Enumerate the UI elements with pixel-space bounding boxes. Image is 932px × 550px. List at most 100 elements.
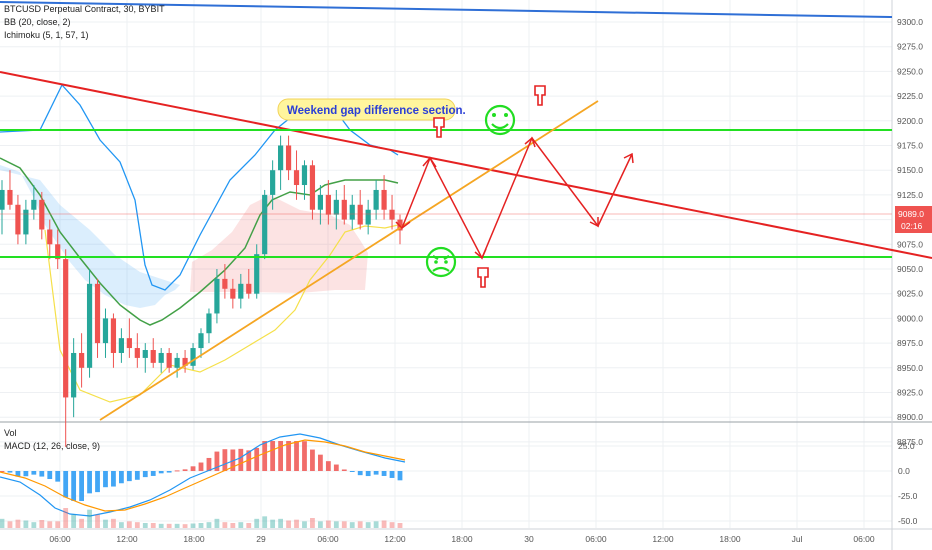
volume-bar [55,521,61,528]
volume-bar [381,520,387,528]
ichimoku-conversion-line [44,224,399,403]
volume-bar [238,522,244,528]
volume-indicator-label[interactable]: Vol [4,428,17,438]
macd-histogram-bar [87,471,92,494]
time-axis[interactable]: 06:00 12:00 18:00 29 06:00 12:00 18:00 30 06:00 1… [49,534,875,544]
arrowhead [524,136,536,148]
candle-body [39,199,45,230]
macd-histogram-bar [198,462,204,471]
annotation-text: Weekend gap difference section. [287,105,466,117]
candle-body [349,204,355,220]
candle-body [246,283,252,294]
price-tick-label: 8900.0 [897,412,923,422]
candle-body [63,259,69,398]
volume-bar [166,523,172,528]
annotation-callout[interactable]: Weekend gap difference section. [277,98,466,121]
time-tick-label: 30 [524,534,534,544]
macd-lines [0,433,406,517]
macd-histogram-bar [325,461,331,471]
volume-bar [302,521,307,528]
volume-bar [222,522,228,528]
volume-bar [87,509,92,528]
macd-histogram-bar [310,449,315,471]
volume-bar [278,518,283,528]
candle-body [238,283,244,299]
candle-body [389,209,395,220]
volume-bar [206,522,212,528]
bar-countdown: 02:16 [901,221,923,231]
macd-histogram-bar [286,441,291,471]
bb-basis-line [0,157,399,326]
current-price-badge: 9089.0 02:16 [895,206,932,233]
macd-line [0,433,406,517]
arrowhead [395,221,411,229]
macd-histogram-bar [182,469,188,471]
macd-histogram-bar [389,471,395,478]
macd-histogram-bar [63,471,69,498]
candle-body [254,254,260,294]
annotation-box [277,98,456,121]
candle-body [301,165,308,186]
macd-histogram-bar [0,471,5,472]
macd-histogram-bar [23,471,29,477]
macd-indicator-label[interactable]: MACD (12, 26, close, 9) [4,441,100,451]
candle-body [94,283,101,344]
descending-trendline-red [0,71,932,259]
pointing-hand-down-icon [433,117,445,138]
macd-histogram-bar [349,471,355,472]
macd-tick-label: 25.0 [898,441,915,451]
ichimoku-cloud [0,165,368,308]
macd-histogram-bar [318,454,323,471]
candle-body [142,350,148,358]
volume-bar [333,521,339,528]
volume-bar [158,523,164,528]
macd-histogram-bar [214,451,220,471]
volume-bar [71,514,77,528]
volume-bar [15,519,21,528]
arrowhead [589,217,599,228]
candle-body [15,204,21,235]
time-tick-label: 18:00 [719,534,741,544]
volume-bar [79,518,84,528]
macd-histogram-bar [39,471,45,477]
macd-histogram-bar [206,457,212,471]
candle-body [71,352,77,398]
time-tick-label: 18:00 [451,534,473,544]
arrowhead [422,156,437,168]
candle-body [166,352,172,368]
candle-body [110,318,117,353]
pointing-hand-down-icon [477,267,489,288]
candle-body [102,318,109,344]
arrowhead [623,152,634,164]
price-pane [0,0,892,421]
current-price-value: 9089.0 [898,209,924,219]
candle-body [47,229,53,245]
candle-body [341,199,347,220]
price-tick-label: 9025.0 [897,289,923,299]
candle-body [174,357,180,368]
volume-bar [310,518,315,528]
ichimoku-indicator-label[interactable]: Ichimoku (5, 1, 57, 1) [4,30,89,40]
volume-bar [318,521,323,528]
smiley-face-icon [484,104,516,136]
macd-histogram-bar [126,471,132,482]
macd-histogram-bar [190,466,196,471]
bb-indicator-label[interactable]: BB (20, close, 2) [4,17,71,27]
volume-bar [7,521,13,528]
volume-bar [341,521,347,528]
price-tick-label: 9200.0 [897,116,923,126]
candle-body [134,348,140,358]
price-tick-label: 9275.0 [897,42,923,52]
macd-histogram-bar [270,441,276,471]
macd-histogram-bar [158,471,164,474]
volume-bar [63,508,69,528]
volume-bar [214,518,220,528]
price-tick-label: 9125.0 [897,190,923,200]
price-tick-label: 8875.0 [897,437,923,447]
arrowhead [474,248,487,260]
macd-histogram-bar [47,471,53,480]
macd-histogram-bar [341,469,347,471]
macd-histogram-bar [166,471,172,473]
volume-bar [190,523,196,528]
